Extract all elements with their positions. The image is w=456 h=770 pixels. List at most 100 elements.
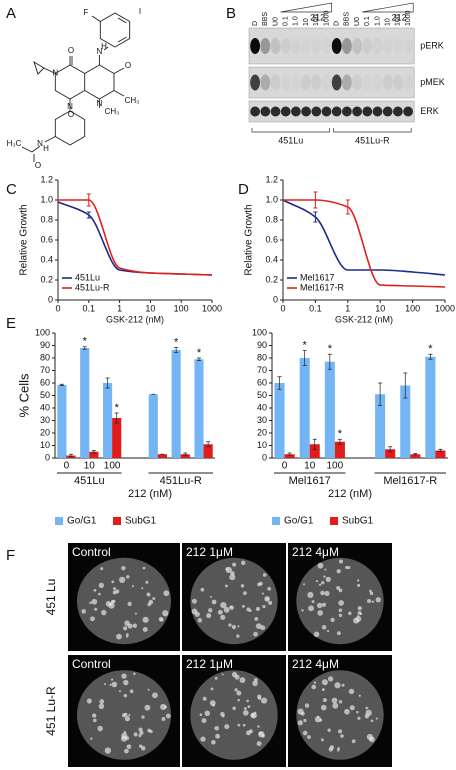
texture — [359, 612, 363, 616]
lane-label: 100 — [395, 14, 402, 26]
texture — [124, 712, 128, 717]
texture — [267, 586, 272, 591]
texture — [250, 712, 257, 719]
texture — [124, 715, 131, 722]
texture — [91, 598, 98, 605]
y-tick-label: 0.4 — [40, 254, 53, 264]
error-bar — [337, 438, 342, 445]
texture — [112, 590, 117, 595]
panel-letter: E — [6, 315, 16, 332]
texture — [317, 610, 323, 616]
y-tick-label: 20 — [257, 427, 267, 437]
series-line — [58, 199, 213, 276]
lane-label: 0.1 — [283, 16, 290, 26]
bar — [203, 444, 213, 458]
texture — [358, 694, 361, 697]
texture — [221, 673, 224, 676]
texture — [334, 682, 341, 689]
band-label: ERK — [420, 106, 439, 116]
error-bar — [313, 211, 318, 223]
blot-band — [260, 38, 271, 54]
bar — [157, 454, 167, 458]
texture — [243, 591, 247, 596]
texture — [163, 705, 168, 709]
legend-label: Go/G1 — [284, 516, 314, 527]
spheroid — [296, 670, 384, 760]
blot-band — [352, 38, 362, 54]
texture — [220, 614, 226, 620]
x-tick-label: 10 — [145, 303, 155, 313]
texture — [124, 620, 130, 626]
series-line — [282, 199, 446, 276]
atom-label: N — [97, 99, 103, 108]
legend-swatch — [330, 517, 338, 525]
texture — [338, 700, 343, 704]
legend-label: 451Lu-R — [75, 282, 110, 292]
texture — [316, 715, 320, 718]
texture — [194, 611, 200, 617]
texture — [337, 729, 343, 734]
error-bar — [59, 383, 64, 386]
y-tick-label: 0.2 — [265, 274, 278, 284]
texture — [261, 734, 265, 738]
texture — [370, 719, 374, 723]
blot-band — [393, 38, 403, 54]
texture — [228, 623, 232, 627]
texture — [356, 710, 359, 714]
texture — [200, 587, 205, 592]
lane-label: BBS — [344, 12, 351, 26]
bar — [103, 383, 113, 458]
texture — [316, 602, 323, 609]
blot-band — [311, 74, 322, 91]
texture — [330, 617, 335, 622]
texture — [98, 582, 105, 588]
structure-bonds — [21, 12, 131, 162]
texture — [234, 674, 240, 680]
blot-band — [250, 38, 260, 54]
texture — [371, 600, 374, 603]
y-tick-label: 0.8 — [265, 214, 278, 224]
y-tick-label: 40 — [257, 402, 267, 412]
bar — [112, 418, 122, 458]
texture — [332, 702, 339, 709]
texture — [208, 608, 213, 613]
texture — [329, 745, 335, 750]
atom-label: H — [43, 144, 49, 153]
y-tick-label: 0 — [262, 452, 267, 462]
texture — [345, 565, 348, 569]
texture — [91, 713, 97, 718]
error-bar — [345, 199, 350, 215]
spheroid — [190, 670, 278, 760]
texture — [211, 599, 217, 605]
atom-label: N — [67, 102, 73, 111]
texture — [98, 703, 105, 710]
texture — [148, 599, 154, 605]
texture — [133, 732, 138, 737]
lane-label: 1000 — [405, 10, 412, 26]
atom-label: N — [37, 139, 43, 148]
texture — [229, 574, 236, 581]
y-tick-label: 1.0 — [265, 194, 278, 204]
bar — [148, 394, 158, 458]
bar — [410, 454, 421, 458]
panel-letter: A — [6, 5, 16, 22]
bar — [435, 450, 446, 458]
texture — [242, 710, 249, 716]
error-bar — [302, 350, 307, 366]
texture — [357, 716, 361, 720]
y-tick-label: 1.2 — [265, 174, 278, 184]
y-tick-label: 0.4 — [265, 254, 278, 264]
image-label: 212 1μM — [186, 545, 233, 559]
y-tick-label: 60 — [40, 377, 50, 387]
texture — [133, 672, 136, 676]
texture — [202, 696, 207, 701]
texture — [89, 601, 92, 605]
texture — [121, 565, 126, 571]
bar — [194, 359, 204, 458]
blot-band — [393, 106, 403, 117]
texture — [100, 567, 104, 571]
texture — [324, 590, 330, 596]
blot-strip — [248, 100, 415, 123]
texture — [214, 676, 218, 680]
texture — [324, 568, 327, 571]
